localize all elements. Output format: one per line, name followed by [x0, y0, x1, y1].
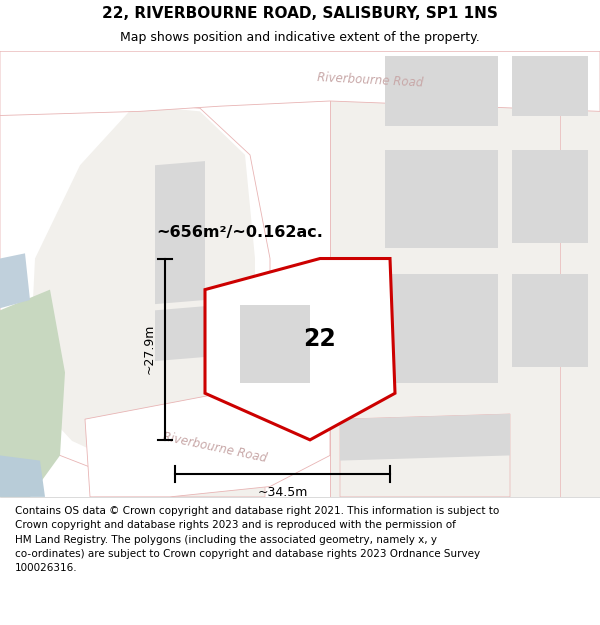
- Polygon shape: [340, 414, 510, 461]
- Text: Riverbourne Road: Riverbourne Road: [317, 71, 424, 89]
- Polygon shape: [385, 274, 498, 383]
- Polygon shape: [205, 259, 395, 440]
- Text: ~34.5m: ~34.5m: [257, 486, 308, 499]
- Polygon shape: [155, 306, 205, 361]
- Polygon shape: [0, 101, 270, 476]
- Text: 22, RIVERBOURNE ROAD, SALISBURY, SP1 1NS: 22, RIVERBOURNE ROAD, SALISBURY, SP1 1NS: [102, 6, 498, 21]
- Polygon shape: [330, 51, 600, 497]
- Text: Map shows position and indicative extent of the property.: Map shows position and indicative extent…: [120, 31, 480, 44]
- Polygon shape: [512, 56, 588, 116]
- Polygon shape: [385, 150, 498, 248]
- Polygon shape: [512, 150, 588, 243]
- Polygon shape: [85, 372, 330, 497]
- Polygon shape: [0, 253, 30, 308]
- Polygon shape: [512, 274, 588, 368]
- Polygon shape: [385, 56, 498, 126]
- Polygon shape: [0, 289, 65, 497]
- Polygon shape: [0, 456, 45, 497]
- Polygon shape: [155, 161, 205, 304]
- Polygon shape: [30, 105, 255, 461]
- Text: 22: 22: [303, 327, 335, 351]
- Polygon shape: [95, 478, 265, 497]
- Text: ~27.9m: ~27.9m: [143, 324, 155, 374]
- Polygon shape: [340, 414, 510, 497]
- Polygon shape: [0, 51, 600, 116]
- Text: ~656m²/~0.162ac.: ~656m²/~0.162ac.: [157, 225, 323, 240]
- Polygon shape: [240, 305, 310, 383]
- Text: Contains OS data © Crown copyright and database right 2021. This information is : Contains OS data © Crown copyright and d…: [15, 506, 499, 574]
- Polygon shape: [560, 51, 600, 497]
- Text: Riverbourne Road: Riverbourne Road: [161, 430, 268, 464]
